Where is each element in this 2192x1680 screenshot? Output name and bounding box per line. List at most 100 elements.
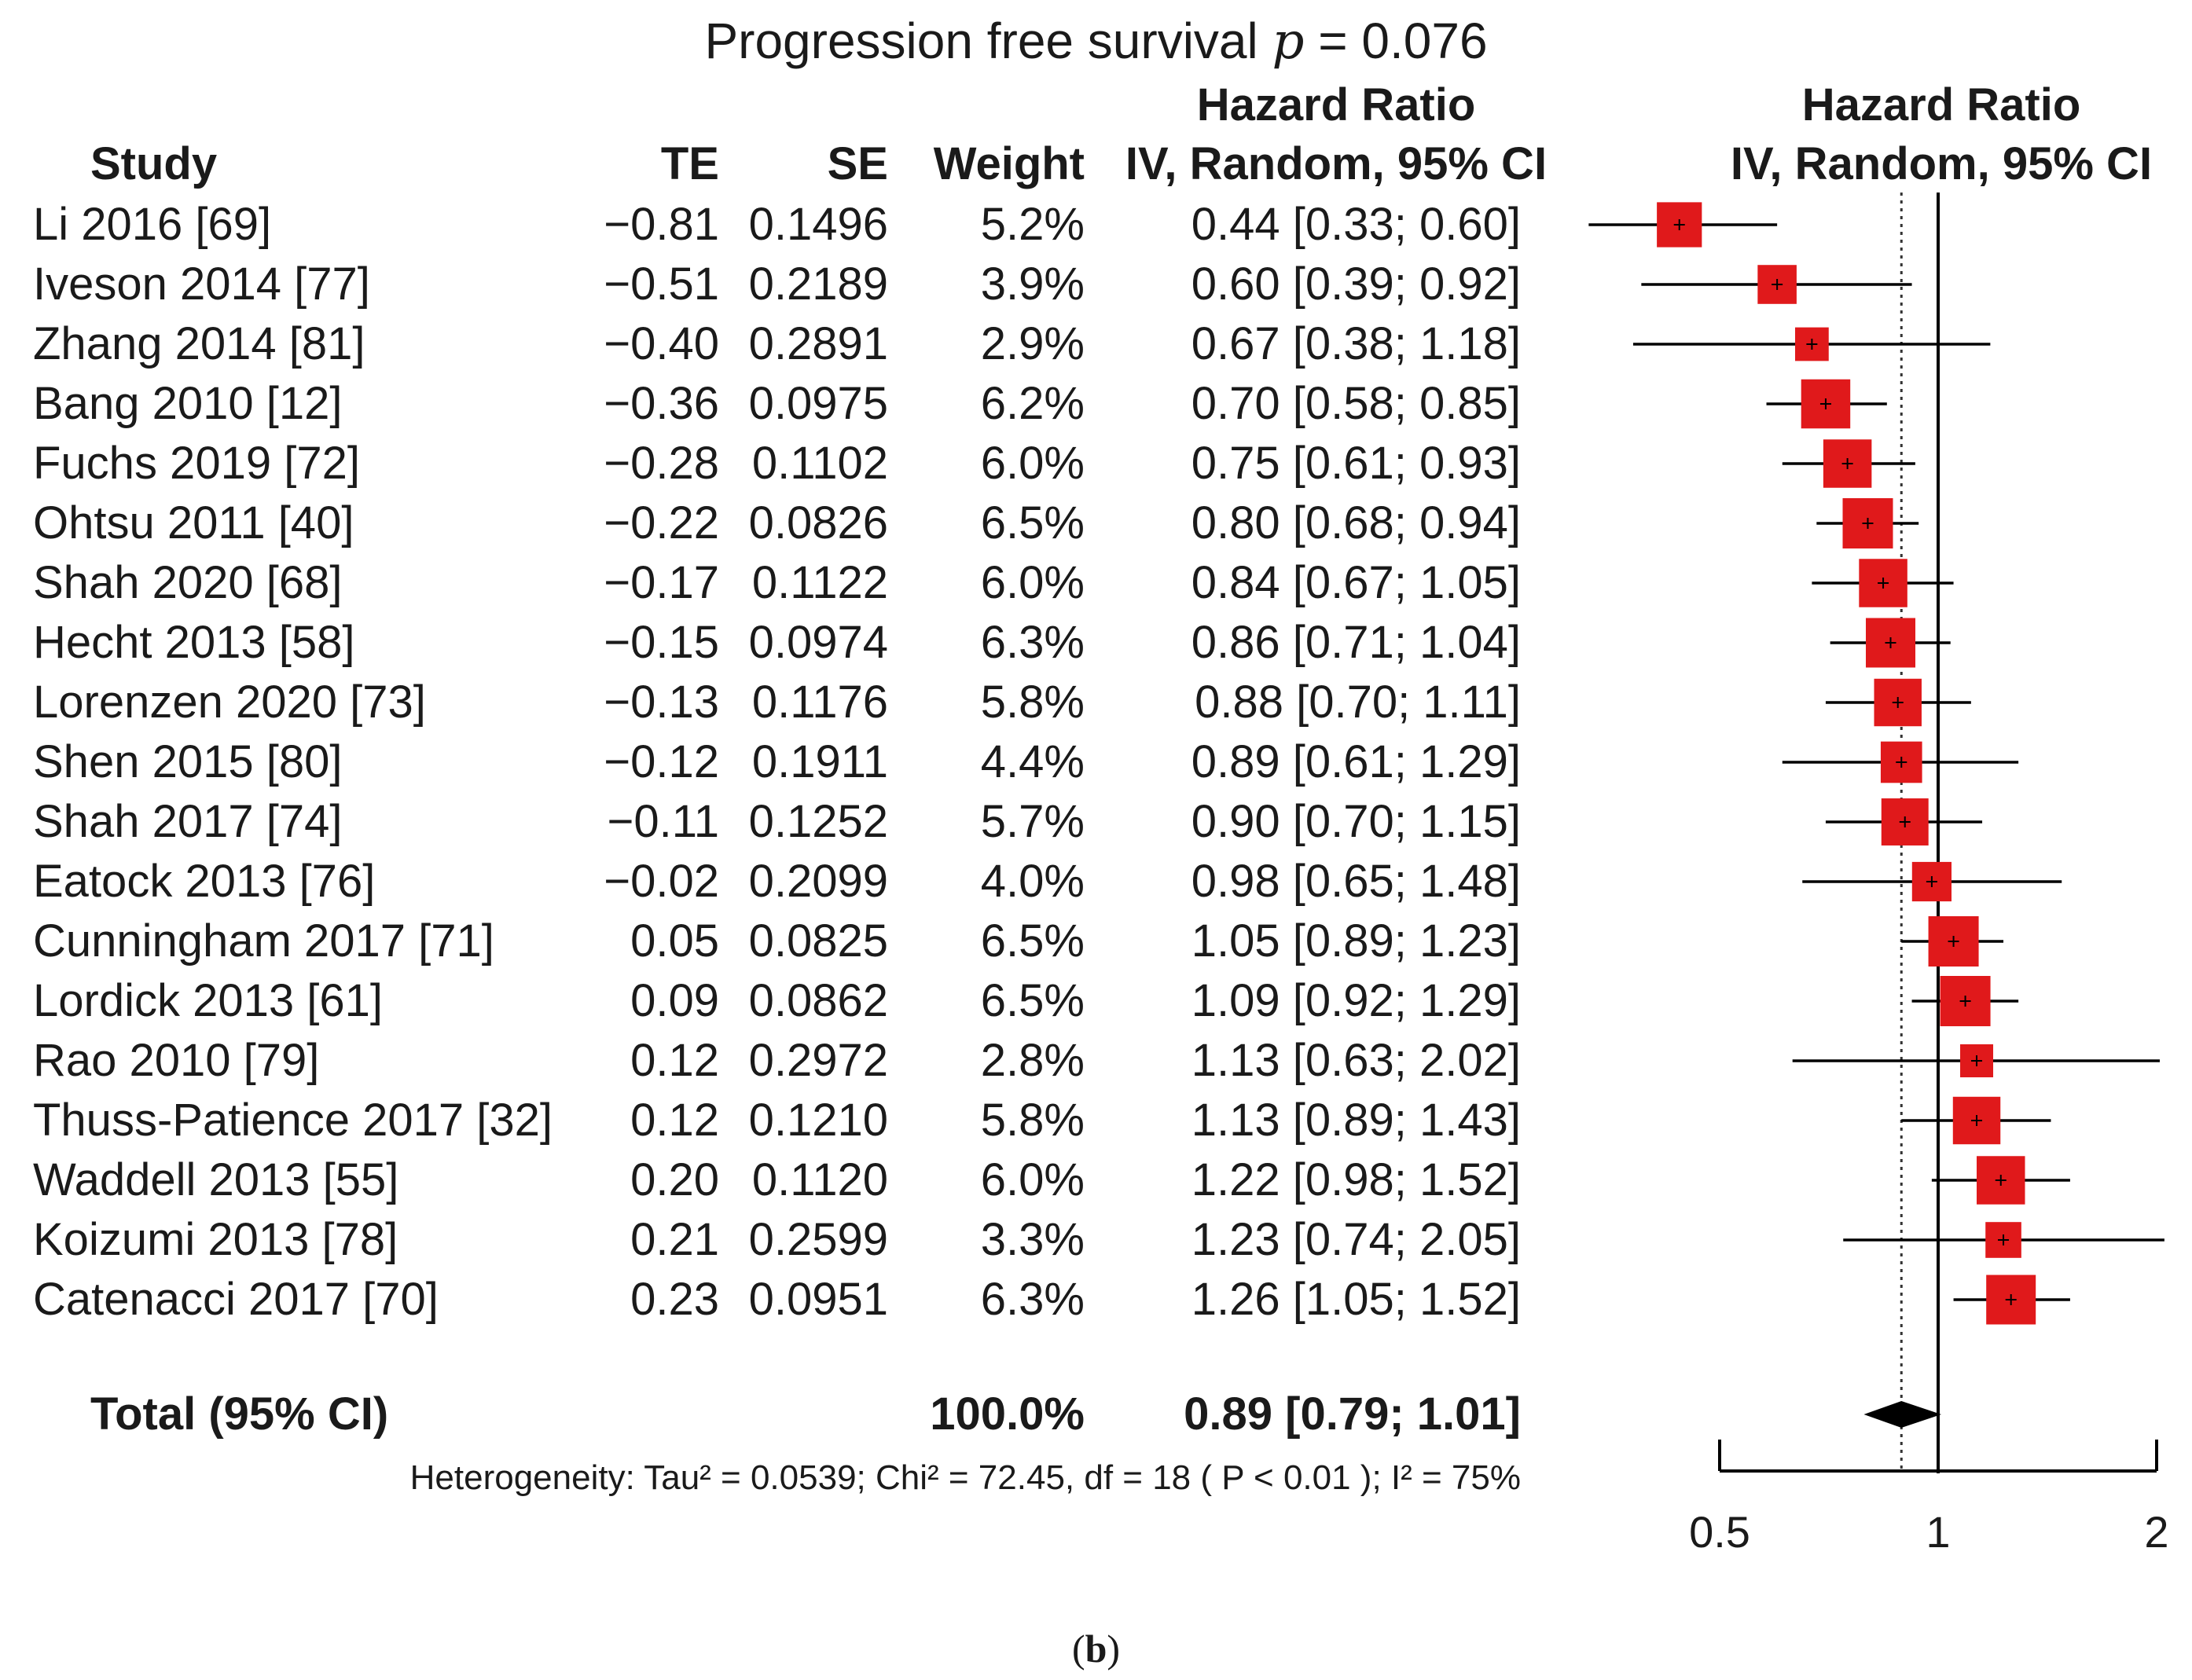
study-se: 0.2099 bbox=[748, 856, 888, 907]
study-se: 0.2972 bbox=[748, 1035, 888, 1086]
study-te: 0.21 bbox=[630, 1214, 719, 1265]
study-weight: 5.2% bbox=[980, 199, 1085, 250]
title-p-value: = 0.076 bbox=[1304, 13, 1488, 69]
study-weight: 2.8% bbox=[980, 1035, 1085, 1086]
study-name: Shah 2017 [74] bbox=[33, 796, 343, 847]
study-weight: 6.2% bbox=[980, 378, 1085, 429]
total-hr-ci: 0.89 [0.79; 1.01] bbox=[1184, 1388, 1521, 1440]
study-hr-ci: 0.67 [0.38; 1.18] bbox=[1191, 318, 1521, 369]
total-weight: 100.0% bbox=[930, 1388, 1085, 1440]
study-name: Ohtsu 2011 [40] bbox=[33, 497, 354, 548]
study-name: Rao 2010 [79] bbox=[33, 1035, 320, 1086]
header-te: TE bbox=[660, 138, 719, 189]
title-text: Progression free survival bbox=[704, 13, 1272, 69]
study-hr-ci: 0.84 [0.67; 1.05] bbox=[1191, 557, 1521, 608]
study-se: 0.1102 bbox=[751, 438, 888, 489]
study-weight: 6.3% bbox=[980, 617, 1085, 668]
study-hr-ci: 0.75 [0.61; 0.93] bbox=[1191, 438, 1521, 489]
study-weight: 6.5% bbox=[980, 915, 1085, 967]
study-se: 0.1176 bbox=[751, 677, 888, 728]
study-hr-ci: 1.13 [0.63; 2.02] bbox=[1191, 1035, 1521, 1086]
x-tick-label: 0.5 bbox=[1689, 1507, 1750, 1557]
study-hr-ci: 0.90 [0.70; 1.15] bbox=[1191, 796, 1521, 847]
study-weight: 6.5% bbox=[980, 975, 1085, 1026]
figure-caption: (b) bbox=[0, 1629, 2192, 1668]
header-se: SE bbox=[827, 138, 888, 189]
study-te: 0.12 bbox=[630, 1095, 719, 1146]
study-se: 0.2189 bbox=[748, 259, 888, 310]
study-name: Lordick 2013 [61] bbox=[33, 975, 383, 1026]
study-hr-ci: 0.44 [0.33; 0.60] bbox=[1191, 199, 1521, 250]
study-te: −0.15 bbox=[604, 617, 719, 668]
study-se: 0.0975 bbox=[748, 378, 888, 429]
study-se: 0.1252 bbox=[748, 796, 888, 847]
study-name: Li 2016 [69] bbox=[33, 199, 272, 250]
study-te: 0.09 bbox=[630, 975, 719, 1026]
study-te: −0.13 bbox=[604, 677, 719, 728]
title-p-symbol: p bbox=[1272, 13, 1305, 71]
study-se: 0.1210 bbox=[748, 1095, 888, 1146]
study-weight: 3.9% bbox=[980, 259, 1085, 310]
study-name: Catenacci 2017 [70] bbox=[33, 1274, 439, 1325]
study-te: −0.51 bbox=[604, 259, 719, 310]
study-weight: 5.8% bbox=[980, 1095, 1085, 1146]
study-se: 0.0826 bbox=[748, 497, 888, 548]
study-se: 0.1120 bbox=[751, 1154, 888, 1205]
study-name: Eatock 2013 [76] bbox=[33, 856, 376, 907]
study-te: 0.23 bbox=[630, 1274, 719, 1325]
header-weight: Weight bbox=[933, 138, 1085, 189]
study-hr-ci: 0.89 [0.61; 1.29] bbox=[1191, 736, 1521, 787]
study-name: Koizumi 2013 [78] bbox=[33, 1214, 398, 1265]
heterogeneity-text: Heterogeneity: Tau² = 0.0539; Chi² = 72.… bbox=[409, 1458, 1521, 1497]
study-weight: 6.3% bbox=[980, 1274, 1085, 1325]
study-name: Lorenzen 2020 [73] bbox=[33, 677, 426, 728]
x-tick-label: 1 bbox=[1926, 1507, 1951, 1557]
study-te: −0.02 bbox=[604, 856, 719, 907]
study-weight: 3.3% bbox=[980, 1214, 1085, 1265]
header-plot-line2: IV, Random, 95% CI bbox=[1730, 138, 2153, 189]
study-name: Shah 2020 [68] bbox=[33, 557, 343, 608]
study-name: Bang 2010 [12] bbox=[33, 378, 343, 429]
study-se: 0.1911 bbox=[751, 736, 888, 787]
study-hr-ci: 1.13 [0.89; 1.43] bbox=[1191, 1095, 1521, 1146]
study-hr-ci: 0.80 [0.68; 0.94] bbox=[1191, 497, 1521, 548]
study-weight: 2.9% bbox=[980, 318, 1085, 369]
study-hr-ci: 0.88 [0.70; 1.11] bbox=[1195, 677, 1521, 728]
study-name: Shen 2015 [80] bbox=[33, 736, 343, 787]
study-weight: 4.0% bbox=[980, 856, 1085, 907]
study-name: Iveson 2014 [77] bbox=[33, 259, 370, 310]
caption-label: b bbox=[1085, 1627, 1107, 1671]
study-te: 0.20 bbox=[630, 1154, 719, 1205]
study-se: 0.1496 bbox=[748, 199, 888, 250]
study-weight: 5.7% bbox=[980, 796, 1085, 847]
study-name: Waddell 2013 [55] bbox=[33, 1154, 399, 1205]
study-name: Cunningham 2017 [71] bbox=[33, 915, 494, 967]
study-weight: 6.5% bbox=[980, 497, 1085, 548]
study-se: 0.0862 bbox=[748, 975, 888, 1026]
total-label: Total (95% CI) bbox=[90, 1388, 389, 1440]
study-te: −0.22 bbox=[604, 497, 719, 548]
study-weight: 6.0% bbox=[980, 438, 1085, 489]
study-se: 0.2891 bbox=[748, 318, 888, 369]
study-te: 0.05 bbox=[630, 915, 719, 967]
study-se: 0.2599 bbox=[748, 1214, 888, 1265]
study-name: Fuchs 2019 [72] bbox=[33, 438, 360, 489]
chart-title: Progression free survival p = 0.076 bbox=[0, 16, 2192, 67]
study-weight: 6.0% bbox=[980, 557, 1085, 608]
study-hr-ci: 0.98 [0.65; 1.48] bbox=[1191, 856, 1521, 907]
study-hr-ci: 1.09 [0.92; 1.29] bbox=[1191, 975, 1521, 1026]
study-te: −0.12 bbox=[604, 736, 719, 787]
header-hr-line2: IV, Random, 95% CI bbox=[1125, 138, 1548, 189]
caption-close-paren: ) bbox=[1107, 1627, 1121, 1671]
study-te: −0.81 bbox=[604, 199, 719, 250]
header-plot-line1: Hazard Ratio bbox=[1801, 79, 2081, 130]
study-name: Hecht 2013 [58] bbox=[33, 617, 355, 668]
study-hr-ci: 0.60 [0.39; 0.92] bbox=[1191, 259, 1521, 310]
x-tick-label: 2 bbox=[2144, 1507, 2169, 1557]
header-hr-line1: Hazard Ratio bbox=[1196, 79, 1476, 130]
study-se: 0.0825 bbox=[748, 915, 888, 967]
study-hr-ci: 1.23 [0.74; 2.05] bbox=[1191, 1214, 1521, 1265]
study-se: 0.1122 bbox=[751, 557, 888, 608]
study-te: −0.40 bbox=[604, 318, 719, 369]
